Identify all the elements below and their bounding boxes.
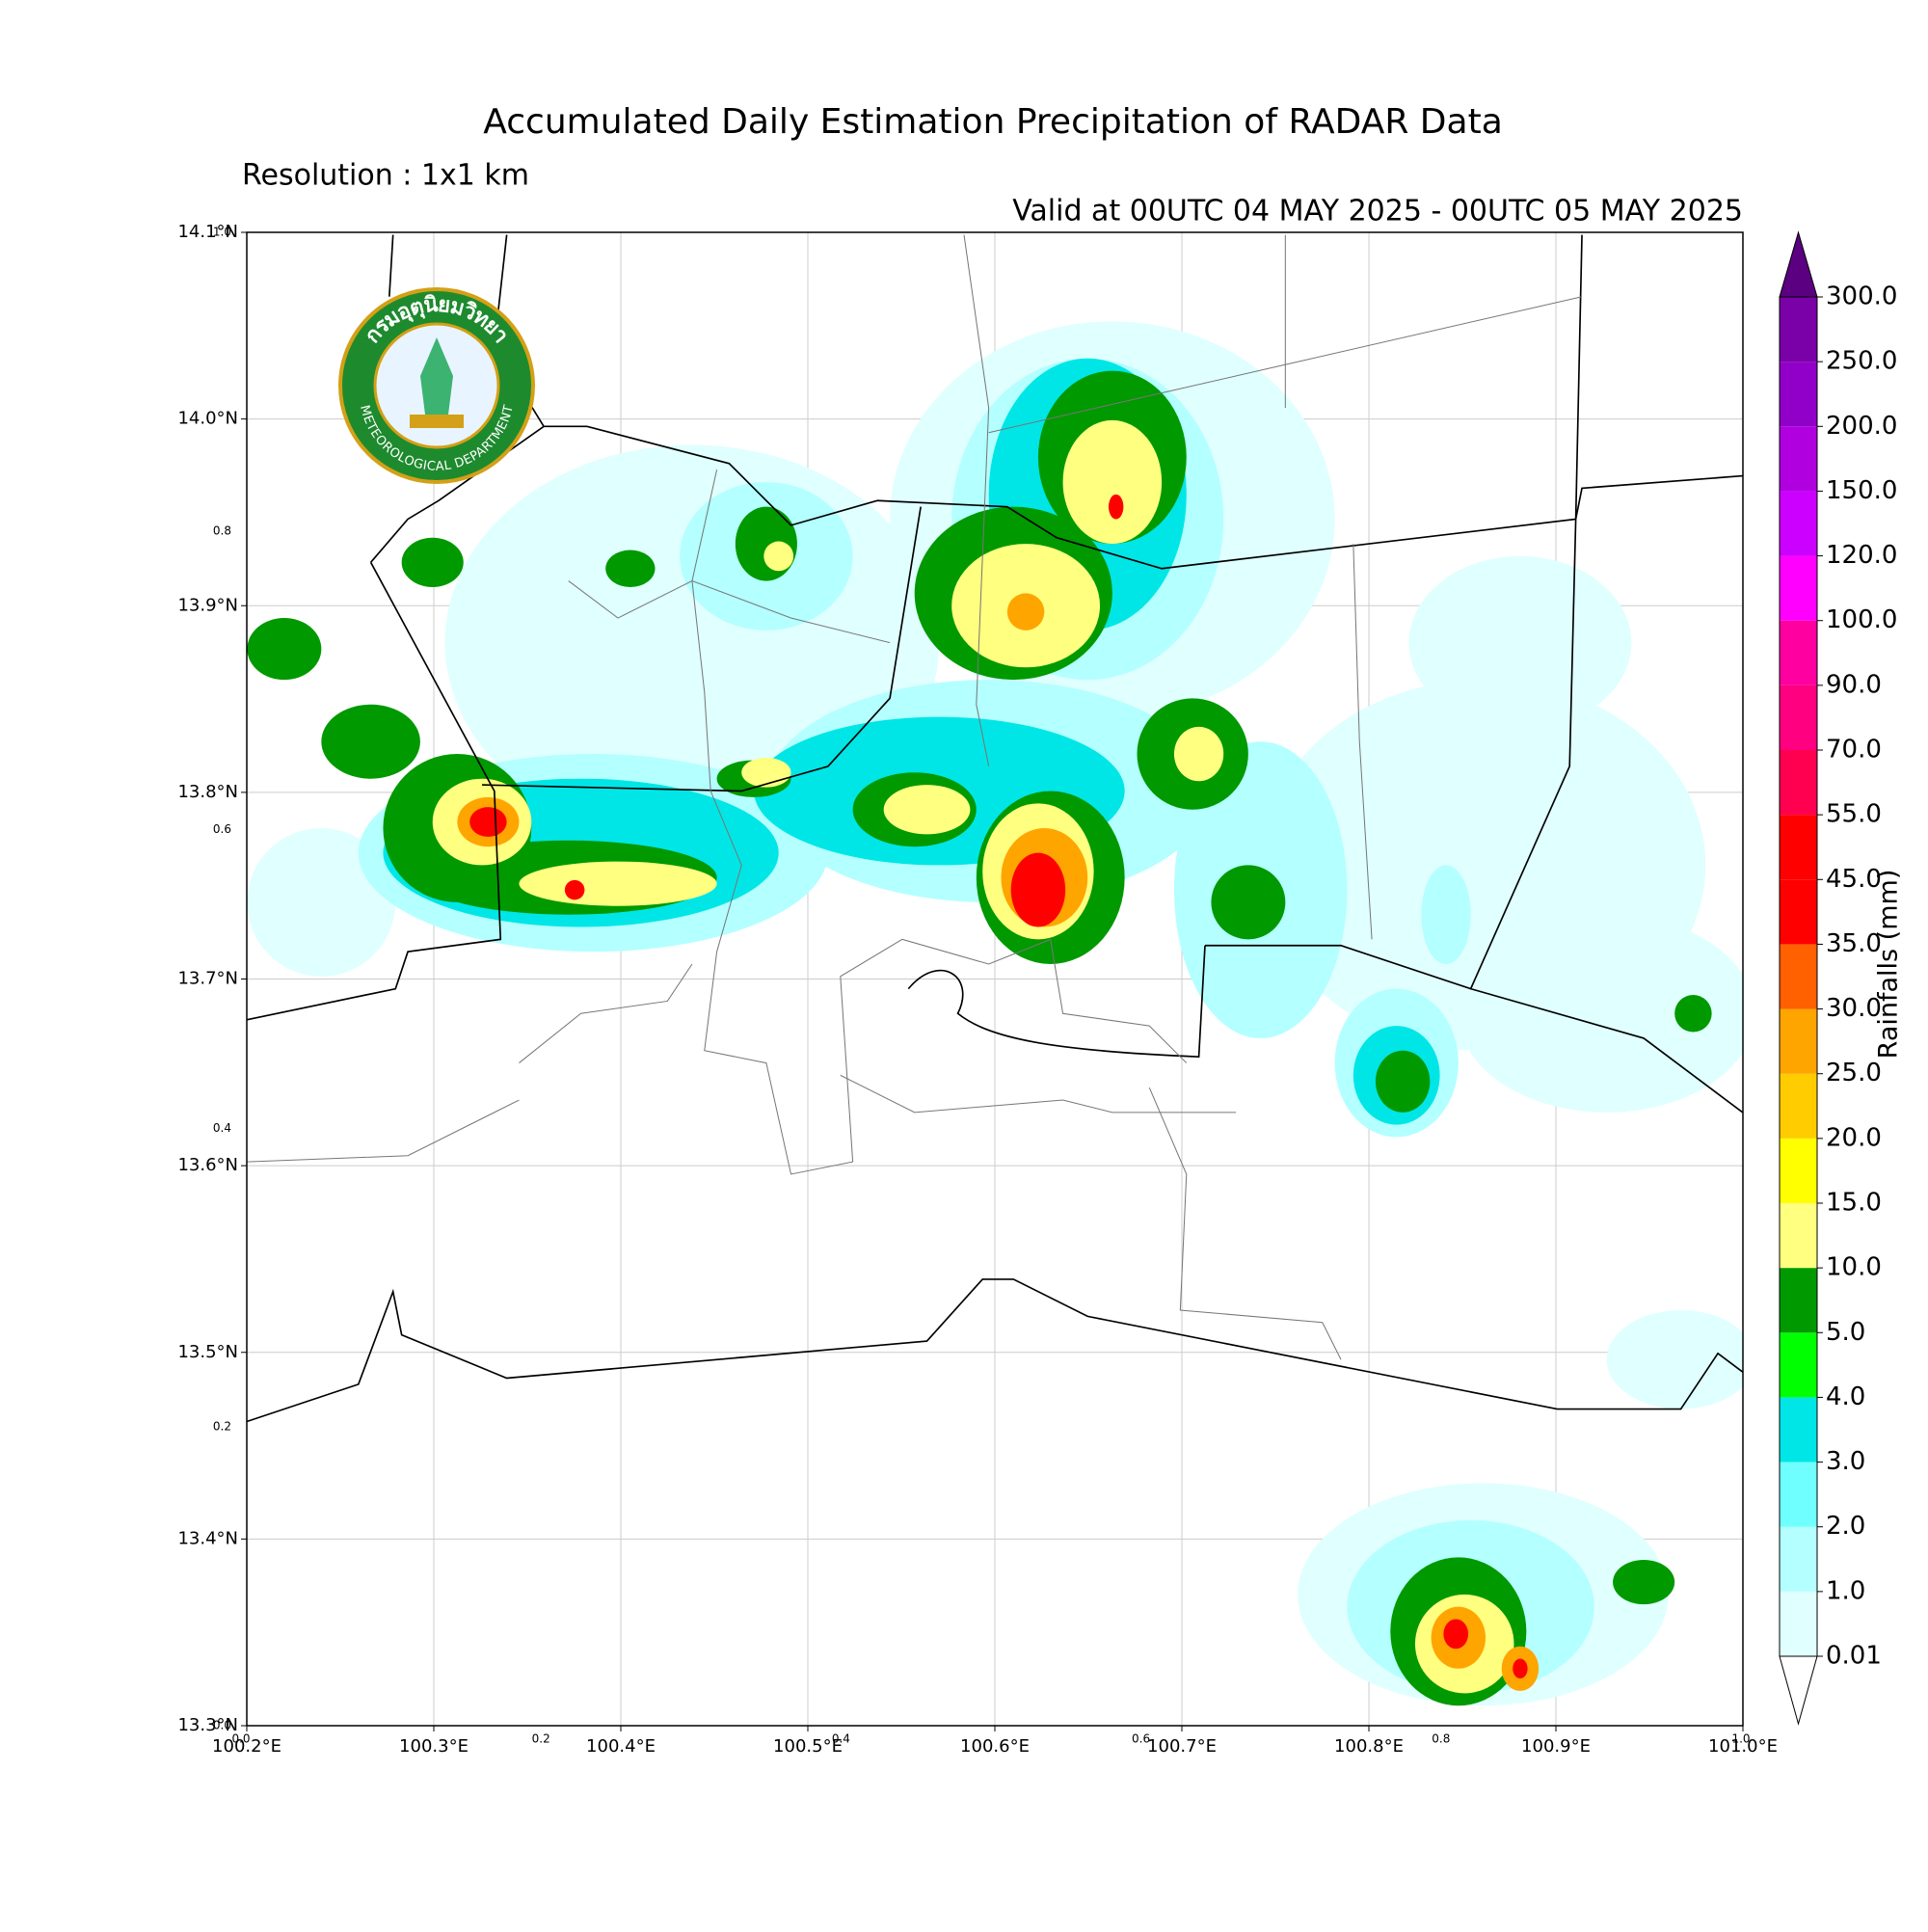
- colorbar-bin: [1780, 426, 1817, 492]
- colorbar-bin: [1780, 297, 1817, 362]
- y-tick-label: 14.0°N: [177, 409, 238, 429]
- colorbar-tick-label: 300.0: [1826, 282, 1897, 311]
- title: Accumulated Daily Estimation Precipitati…: [483, 102, 1503, 142]
- colorbar-bin: [1780, 620, 1817, 685]
- colorbar-tick-label: 5.0: [1826, 1318, 1865, 1347]
- inset-y-tick-label: 1.0: [213, 226, 231, 239]
- y-tick-label: 13.7°N: [177, 969, 238, 989]
- inset-x-tick-label: 0.0: [231, 1732, 250, 1746]
- colorbar-tick-label: 0.01: [1826, 1642, 1882, 1671]
- y-tick-label: 13.9°N: [177, 595, 238, 615]
- colorbar: 0.01 1.0 2.0 3.0 4.0 5.0 10.0 15.0 20.0 25.0 30.0 3…: [1779, 230, 1897, 1726]
- resolution: Resolution : 1x1 km: [242, 159, 529, 193]
- colorbar-bin: [1780, 1526, 1817, 1592]
- x-tick-label: 100.3°E: [399, 1736, 469, 1757]
- colorbar-tick-label: 25.0: [1826, 1059, 1882, 1087]
- colorbar-tick-label: 120.0: [1826, 541, 1897, 570]
- inset-y-tick-label: 0.2: [213, 1420, 231, 1434]
- x-tick-label: 100.8°E: [1334, 1736, 1404, 1757]
- colorbar-bin: [1780, 815, 1817, 880]
- colorbar-tick-label: 2.0: [1826, 1512, 1865, 1541]
- colorbar-bin: [1780, 684, 1817, 750]
- colorbar-tick-label: 90.0: [1826, 670, 1882, 699]
- x-tick-label: 100.5°E: [773, 1736, 843, 1757]
- inset-x-tick-label: 0.2: [532, 1732, 550, 1746]
- y-tick-label: 13.5°N: [177, 1342, 238, 1362]
- map-frame: [246, 231, 1744, 1727]
- colorbar-tick-label: 55.0: [1826, 800, 1882, 829]
- colorbar-tick-label: 100.0: [1826, 605, 1897, 634]
- colorbar-tick-label: 15.0: [1826, 1189, 1882, 1218]
- inset-x-tick-label: 1.0: [1731, 1732, 1750, 1746]
- colorbar-tick-label: 4.0: [1826, 1382, 1865, 1411]
- colorbar-tick-label: 10.0: [1826, 1253, 1882, 1282]
- colorbar-bin: [1780, 1332, 1817, 1398]
- valid-time: Valid at 00UTC 04 MAY 2025 - 00UTC 05 MA…: [1012, 195, 1743, 228]
- colorbar-over: [1779, 230, 1818, 298]
- y-tick-label: 13.6°N: [177, 1155, 238, 1175]
- inset-y-tick-label: 0.6: [213, 822, 231, 836]
- colorbar-bin: [1780, 1008, 1817, 1074]
- colorbar-bin: [1780, 1462, 1817, 1527]
- inset-y-tick-label: 0.8: [213, 523, 231, 537]
- y-tick-label: 13.3°N: [177, 1715, 238, 1735]
- y-tick-label: 13.4°N: [177, 1528, 238, 1548]
- colorbar-bin: [1780, 1591, 1817, 1656]
- x-tick-label: 101.0°E: [1708, 1736, 1778, 1757]
- colorbar-tick-label: 150.0: [1826, 476, 1897, 505]
- inset-x-tick-label: 0.4: [832, 1732, 850, 1746]
- colorbar-bin: [1780, 1073, 1817, 1139]
- colorbar-tick-label: 3.0: [1826, 1447, 1865, 1476]
- x-tick-label: 100.9°E: [1521, 1736, 1591, 1757]
- inset-y-tick-label: 0.4: [213, 1121, 231, 1135]
- y-tick-label: 14.1°N: [177, 222, 238, 242]
- colorbar-tick-label: 200.0: [1826, 412, 1897, 441]
- colorbar-tick-label: 30.0: [1826, 994, 1882, 1023]
- y-tick-label: 13.8°N: [177, 782, 238, 802]
- colorbar-bin: [1780, 1138, 1817, 1203]
- colorbar-tick-label: 250.0: [1826, 347, 1897, 376]
- colorbar-bin: [1780, 944, 1817, 1009]
- colorbar-bin: [1780, 879, 1817, 945]
- colorbar-bin: [1780, 1203, 1817, 1269]
- colorbar-bin: [1780, 1268, 1817, 1333]
- colorbar-tick-label: 70.0: [1826, 736, 1882, 765]
- inset-x-tick-label: 0.6: [1132, 1732, 1150, 1746]
- x-tick-label: 100.6°E: [960, 1736, 1030, 1757]
- map-area: [247, 234, 1743, 1706]
- colorbar-tick-label: 1.0: [1826, 1576, 1865, 1605]
- colorbar-tick-label: 35.0: [1826, 929, 1882, 958]
- inset-y-tick-label: 0.0: [213, 1719, 231, 1732]
- x-tick-label: 100.2°E: [212, 1736, 281, 1757]
- x-tick-label: 100.4°E: [586, 1736, 656, 1757]
- precipitation: [247, 234, 1743, 1706]
- colorbar-bin: [1780, 750, 1817, 816]
- x-tick-label: 100.7°E: [1147, 1736, 1217, 1757]
- colorbar-under: [1779, 1655, 1818, 1726]
- colorbar-tick-label: 45.0: [1826, 865, 1882, 894]
- colorbar-bin: [1780, 1397, 1817, 1462]
- logo: กรมอุตุนิยมวิทยา METEOROLOGICAL DEPARTME…: [338, 287, 535, 484]
- colorbar-frame: [1779, 296, 1818, 1657]
- colorbar-label: Rainfalls (mm): [1874, 870, 1904, 1060]
- inset-x-tick-label: 0.8: [1432, 1732, 1450, 1746]
- colorbar-bin: [1780, 491, 1817, 556]
- colorbar-bin: [1780, 555, 1817, 621]
- colorbar-bin: [1780, 362, 1817, 427]
- colorbar-tick-label: 20.0: [1826, 1123, 1882, 1152]
